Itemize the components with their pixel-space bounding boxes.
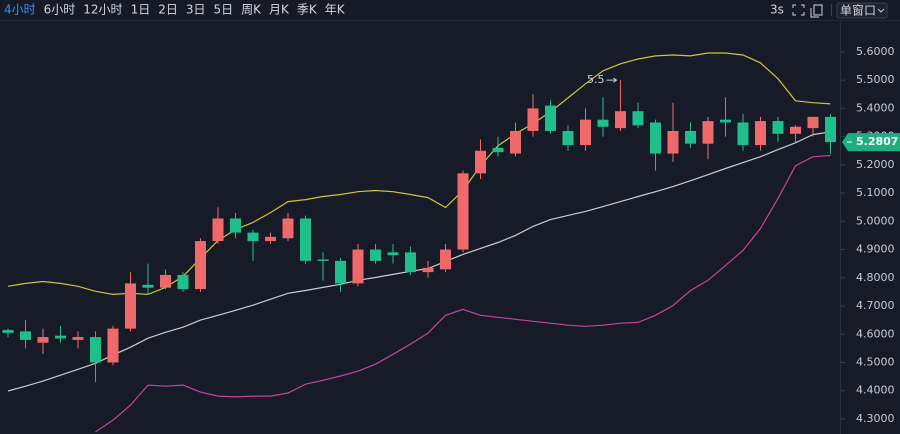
- candle-body: [597, 119, 609, 127]
- candle-body: [702, 121, 714, 144]
- candle-body: [72, 337, 84, 340]
- y-tick-label: 5.2000: [856, 158, 895, 171]
- interval-tab[interactable]: 5日: [213, 3, 233, 17]
- candle-body: [387, 252, 399, 256]
- candle-body: [20, 331, 31, 340]
- restore-icon[interactable]: [810, 4, 823, 18]
- y-tick-label: 4.6000: [856, 327, 895, 340]
- candle-body: [247, 232, 259, 242]
- band-line: [7, 52, 831, 296]
- candle-body: [142, 284, 154, 288]
- band-line: [7, 131, 831, 392]
- candle-body: [55, 335, 66, 339]
- band-line: [95, 154, 831, 433]
- candle-body: [737, 122, 749, 146]
- interval-tab[interactable]: 3日: [186, 3, 206, 17]
- candle-body: [90, 337, 101, 363]
- interval-tab[interactable]: 月K: [269, 3, 290, 17]
- candle-body: [352, 249, 364, 284]
- plot-area: [2, 52, 836, 433]
- window-mode[interactable]: 单窗口: [840, 4, 876, 18]
- candle-body: [317, 259, 329, 261]
- candle-body: [160, 274, 171, 288]
- interval-tab[interactable]: 2日: [158, 3, 178, 17]
- y-tick-label: 5.6000: [856, 45, 895, 58]
- refresh-rate[interactable]: 3s: [770, 3, 784, 17]
- y-tick-label: 4.5000: [856, 355, 895, 368]
- candle-body: [492, 147, 504, 153]
- candle-body: [265, 236, 276, 242]
- candle-body: [335, 260, 346, 284]
- y-tick-label: 4.4000: [856, 384, 895, 397]
- current-price-label: 5.2807: [856, 135, 898, 148]
- candle-body: [720, 119, 731, 123]
- candle-body: [177, 274, 189, 290]
- candle-body: [212, 218, 224, 242]
- interval-tab[interactable]: 季K: [297, 3, 318, 17]
- interval-tab[interactable]: 4小时: [4, 3, 36, 17]
- candle-body: [440, 249, 451, 270]
- y-tick-label: 4.7000: [856, 299, 895, 312]
- candle-body: [580, 119, 591, 146]
- candle-body: [562, 130, 574, 146]
- candle-body: [510, 130, 521, 154]
- interval-tab[interactable]: 年K: [325, 3, 346, 17]
- candle-body: [300, 218, 311, 261]
- candle-body: [457, 173, 469, 250]
- current-price-tag: [842, 133, 900, 152]
- candle-body: [825, 116, 836, 143]
- candle-body: [685, 130, 696, 144]
- interval-tab[interactable]: 1日: [131, 3, 151, 17]
- candle-body: [475, 150, 486, 174]
- candle-body: [790, 126, 801, 134]
- window-mode-dropdown[interactable]: [836, 2, 888, 19]
- fullscreen-icon[interactable]: [792, 4, 805, 16]
- candle-body: [755, 121, 766, 146]
- candle-body: [107, 328, 119, 363]
- candle-body: [615, 111, 626, 129]
- y-tick-label: 5.1000: [856, 186, 895, 199]
- y-tick-label: 4.3000: [856, 412, 895, 425]
- candle-body: [772, 121, 784, 134]
- candle-body: [2, 330, 14, 333]
- candle-body: [527, 108, 539, 131]
- y-tick-label: 4.8000: [856, 271, 895, 284]
- annotation-arrow: [606, 77, 618, 83]
- interval-tab[interactable]: 周K: [241, 3, 262, 17]
- interval-tab[interactable]: 6小时: [44, 3, 76, 17]
- annotation: 5.5: [587, 73, 605, 86]
- toolbar: [0, 0, 900, 20]
- candle-body: [422, 267, 434, 273]
- y-tick-label: 5.4000: [856, 101, 895, 114]
- candle-body: [230, 218, 241, 233]
- interval-tabs: 4小时 6小时 12小时 1日 2日 3日 5日 周K 月K 季K 年K: [4, 3, 346, 17]
- interval-tab[interactable]: 12小时: [83, 3, 122, 17]
- candle-body: [405, 252, 416, 273]
- candle-body: [37, 337, 49, 343]
- candle-body: [370, 249, 381, 261]
- candle-body: [545, 105, 556, 131]
- y-tick-label: 4.9000: [856, 243, 895, 256]
- candle-body: [807, 116, 819, 129]
- candle-body: [282, 218, 294, 239]
- candle-body: [125, 283, 136, 329]
- candle-body: [650, 122, 661, 154]
- candle-body: [195, 241, 206, 290]
- dropdown-caret: [877, 8, 885, 13]
- candle-body: [632, 111, 644, 126]
- candle-body: [667, 130, 679, 154]
- y-tick-label: 5.0000: [856, 214, 895, 227]
- y-tick-label: 5.5000: [856, 73, 895, 86]
